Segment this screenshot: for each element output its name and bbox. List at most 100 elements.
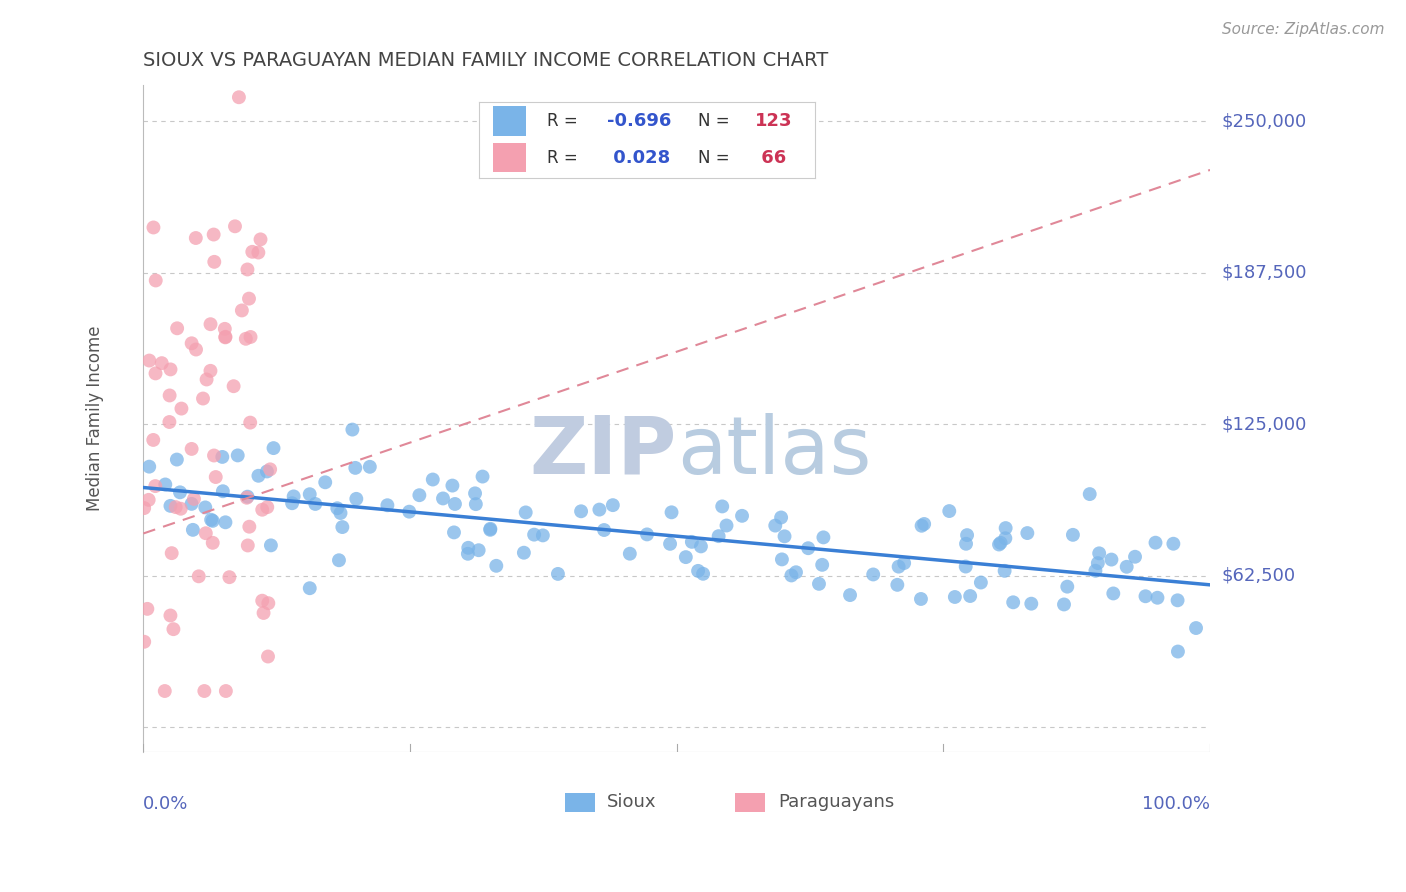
Text: $62,500: $62,500: [1222, 567, 1295, 585]
Point: [159, 388, 181, 402]
Point: [432, 491, 454, 506]
Point: [239, 330, 262, 344]
Point: [160, 546, 183, 560]
Point: [194, 526, 217, 541]
Text: ZIP: ZIP: [530, 413, 676, 491]
Point: [259, 462, 281, 476]
Point: [770, 510, 793, 524]
Point: [956, 528, 979, 542]
Point: [166, 452, 188, 467]
Point: [443, 525, 465, 540]
Point: [938, 504, 960, 518]
Point: [1017, 526, 1039, 541]
Point: [467, 543, 489, 558]
Point: [1084, 564, 1107, 578]
Point: [661, 505, 683, 519]
Point: [260, 538, 283, 552]
Point: [181, 523, 204, 537]
Point: [257, 649, 280, 664]
Point: [692, 566, 714, 581]
Point: [955, 559, 977, 574]
Point: [1135, 589, 1157, 603]
Point: [153, 684, 176, 698]
Point: [807, 577, 830, 591]
Text: $250,000: $250,000: [1222, 112, 1306, 130]
Point: [797, 541, 820, 556]
Point: [716, 518, 738, 533]
Point: [256, 465, 278, 479]
Point: [138, 353, 160, 368]
Point: [193, 684, 215, 698]
Point: [224, 219, 246, 234]
Point: [342, 423, 364, 437]
Point: [1088, 546, 1111, 560]
Point: [194, 500, 217, 515]
Point: [681, 534, 703, 549]
Text: Sioux: Sioux: [607, 793, 657, 811]
Point: [236, 490, 259, 504]
Point: [215, 684, 238, 698]
Point: [134, 501, 156, 516]
Point: [569, 504, 592, 518]
Point: [990, 536, 1012, 550]
Point: [231, 303, 253, 318]
Point: [170, 501, 193, 516]
Point: [238, 519, 260, 533]
Point: [912, 516, 935, 531]
Point: [183, 491, 205, 506]
Point: [1053, 598, 1076, 612]
Point: [422, 473, 444, 487]
Point: [180, 497, 202, 511]
Point: [955, 537, 977, 551]
Point: [910, 518, 932, 533]
Point: [195, 372, 218, 386]
Point: [588, 502, 610, 516]
Point: [1087, 556, 1109, 570]
Point: [547, 566, 569, 581]
Point: [1146, 591, 1168, 605]
Point: [1163, 537, 1185, 551]
Point: [228, 90, 250, 104]
Point: [326, 501, 349, 516]
Point: [252, 502, 274, 516]
Point: [143, 479, 166, 493]
Point: [523, 527, 546, 541]
Point: [994, 531, 1017, 545]
Text: atlas: atlas: [676, 413, 872, 491]
Point: [862, 567, 884, 582]
Point: [236, 262, 259, 277]
Point: [202, 255, 225, 269]
Point: [887, 559, 910, 574]
Point: [1185, 621, 1208, 635]
Point: [162, 622, 184, 636]
Point: [235, 332, 257, 346]
Point: [377, 498, 399, 512]
Point: [479, 522, 502, 536]
Point: [330, 520, 353, 534]
Point: [214, 330, 236, 344]
Text: SIOUX VS PARAGUAYAN MEDIAN FAMILY INCOME CORRELATION CHART: SIOUX VS PARAGUAYAN MEDIAN FAMILY INCOME…: [143, 51, 828, 70]
Point: [1102, 586, 1125, 600]
Point: [298, 581, 321, 595]
Point: [1019, 597, 1042, 611]
Point: [166, 321, 188, 335]
Point: [1002, 595, 1025, 609]
Point: [184, 343, 207, 357]
Point: [1056, 580, 1078, 594]
Point: [145, 367, 167, 381]
Point: [886, 578, 908, 592]
Point: [770, 552, 793, 566]
Bar: [565, 793, 595, 812]
Point: [485, 558, 508, 573]
Point: [263, 441, 285, 455]
Point: [1099, 552, 1122, 566]
Point: [247, 468, 270, 483]
Point: [249, 232, 271, 246]
Point: [1123, 549, 1146, 564]
Point: [513, 546, 536, 560]
Point: [711, 500, 734, 514]
Point: [202, 449, 225, 463]
Point: [1115, 559, 1137, 574]
Point: [200, 364, 222, 378]
Point: [1167, 644, 1189, 658]
